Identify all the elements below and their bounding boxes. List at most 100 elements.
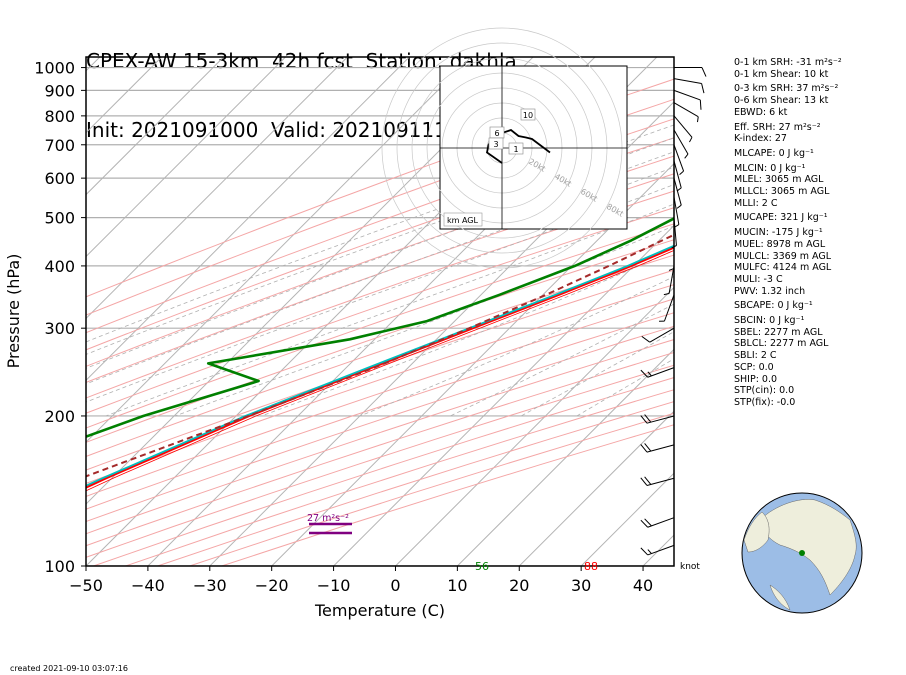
- wind-barb: [673, 102, 699, 123]
- mixing-ratio-line: [864, 68, 906, 179]
- index-row: MULFC: 4124 m AGL: [734, 262, 832, 274]
- barb-staff: [673, 89, 701, 101]
- barb-half-flag: [647, 371, 652, 377]
- barb-flag: [641, 335, 651, 343]
- globe-land-americas: [743, 511, 770, 553]
- barb-flag: [644, 476, 652, 485]
- dry-adiabat: [86, 173, 674, 383]
- barb-staff: [663, 294, 675, 322]
- dewpoint-trace: [86, 217, 674, 439]
- barb-flag: [644, 518, 652, 527]
- isotherm: [394, 286, 674, 566]
- barb-half-flag: [679, 170, 684, 176]
- mixing-ratio-line: [902, 68, 906, 179]
- wind-barbs: [640, 67, 707, 556]
- barb-staff: [673, 129, 689, 155]
- index-row: STP(cin): 0.0: [734, 385, 795, 397]
- wind-barb: [673, 129, 689, 159]
- dry-adiabat: [86, 352, 674, 547]
- virtual-temperature-trace: [86, 244, 674, 487]
- barb-flag: [644, 443, 652, 452]
- wind-barb: [640, 367, 675, 378]
- wind-barb: [640, 544, 675, 556]
- dry-adiabat: [86, 254, 674, 457]
- index-row: SBCAPE: 0 J kg⁻¹: [734, 300, 813, 312]
- globe-land-africa-europe: [759, 499, 857, 596]
- barb-half-flag: [696, 116, 699, 123]
- index-row: MLLI: 2 C: [734, 197, 778, 209]
- index-row: STP(fix): -0.0: [734, 396, 796, 408]
- hodograph-unit-label: km AGL: [447, 216, 479, 225]
- barb-flag: [701, 83, 705, 94]
- dry-adiabat: [86, 207, 674, 414]
- x-tick-label: 20: [509, 576, 529, 595]
- index-row: Eff. SRH: 27 m²s⁻²: [734, 121, 821, 133]
- index-row: SBLCL: 2277 m AGL: [734, 338, 829, 350]
- barb-flag: [640, 519, 649, 528]
- index-row: MULCL: 3369 m AGL: [734, 250, 832, 262]
- y-axis-label: Pressure (hPa): [4, 254, 23, 369]
- globe-land-south-america: [769, 584, 791, 611]
- barb-half-flag: [684, 153, 689, 159]
- axes: −50 −40 −30 −20 −10 0 10 20 30 40 100 200 300 400 500 6…: [34, 56, 675, 595]
- x-tick-label: 40: [633, 576, 653, 595]
- plot-frame: [85, 56, 675, 567]
- y-tick-label: 800: [44, 107, 75, 126]
- barb-staff: [646, 477, 675, 486]
- index-row: 0-1 km Shear: 10 kt: [734, 68, 829, 80]
- index-row: MLCAPE: 0 J kg⁻¹: [734, 147, 814, 159]
- index-row: 0-6 km Shear: 13 kt: [734, 95, 829, 107]
- barb-flag: [640, 415, 648, 424]
- barb-staff: [673, 78, 702, 85]
- hodograph-height-box: [508, 142, 524, 155]
- index-row: SBCIN: 0 J kg⁻¹: [734, 315, 805, 327]
- barb-half-flag: [659, 320, 665, 322]
- isotherm: [580, 472, 674, 566]
- wind-barb: [641, 327, 675, 343]
- dry-adiabat: [86, 284, 674, 484]
- x-tick-label: 10: [447, 576, 467, 595]
- x-tick-label: −20: [255, 576, 289, 595]
- wind-barb: [640, 443, 675, 453]
- wind-barb: [673, 115, 693, 143]
- dry-adiabat: [86, 223, 674, 429]
- x-tick-label: 0: [390, 576, 400, 595]
- barb-staff: [673, 196, 680, 225]
- y-tick-label: 200: [44, 407, 75, 426]
- wind-barb: [640, 414, 675, 424]
- barb-staff: [673, 144, 685, 172]
- barb-staff: [673, 102, 699, 118]
- profile-traces: [86, 217, 674, 492]
- x-tick-label: 30: [571, 576, 591, 595]
- dry-adiabat: [86, 239, 674, 443]
- index-row: MUCIN: -175 J kg⁻¹: [734, 227, 823, 239]
- index-row: MLCIN: 0 J kg⁻¹: [734, 162, 806, 174]
- dry-adiabat: [86, 190, 674, 399]
- y-tick-label: 100: [44, 557, 75, 576]
- barb-staff: [673, 160, 682, 188]
- barb-flag: [644, 414, 652, 423]
- index-row: SHIP: 0.0: [734, 373, 778, 385]
- barb-flag: [701, 67, 707, 77]
- hodograph-height-label: 3: [493, 140, 498, 149]
- barb-flag: [699, 99, 702, 110]
- barb-staff: [646, 444, 675, 453]
- index-row: MUEL: 8978 m AGL: [734, 238, 826, 250]
- wind-barb: [659, 294, 675, 322]
- surface-temperature-label: 88: [584, 560, 598, 573]
- isotherm: [86, 57, 472, 443]
- barb-half-flag: [647, 549, 652, 554]
- dry-adiabat: [86, 312, 674, 510]
- moist-adiabat: [86, 151, 674, 369]
- hodograph-height-label: 1: [513, 145, 518, 154]
- barb-unit-label: knot: [680, 562, 700, 572]
- wind-barb: [640, 517, 675, 528]
- wind-barb: [663, 265, 675, 296]
- dry-adiabat: [86, 325, 674, 523]
- barb-staff: [668, 265, 675, 294]
- x-tick-label: −10: [317, 576, 351, 595]
- barb-flag: [640, 369, 649, 378]
- srh-label: 27 m²s⁻²: [307, 513, 349, 524]
- barb-staff: [646, 415, 675, 424]
